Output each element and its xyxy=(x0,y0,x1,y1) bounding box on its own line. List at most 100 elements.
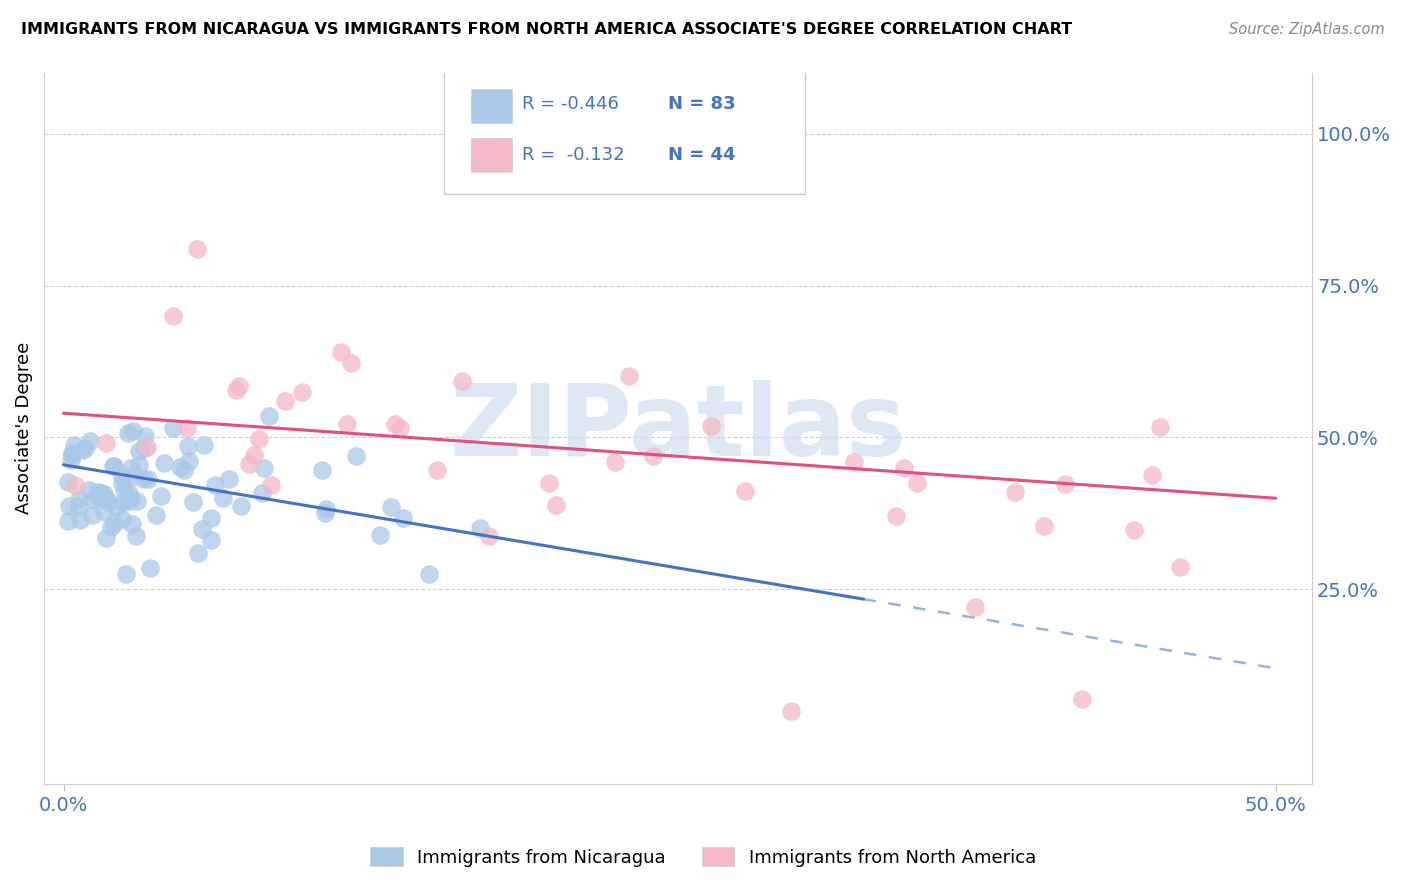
Point xyxy=(75,442,97,456)
Point xyxy=(87,490,110,504)
Point xyxy=(212,491,235,505)
Point xyxy=(779,704,801,718)
Point xyxy=(1168,560,1191,574)
Point xyxy=(231,499,253,513)
Point xyxy=(315,501,337,516)
Point xyxy=(1070,691,1092,706)
Point xyxy=(177,453,200,467)
Point xyxy=(893,460,915,475)
Point xyxy=(124,469,146,483)
FancyBboxPatch shape xyxy=(471,138,512,172)
Point xyxy=(619,369,641,384)
Point xyxy=(103,458,125,473)
Point xyxy=(384,417,406,431)
Point xyxy=(643,449,665,463)
Point xyxy=(389,421,412,435)
Point xyxy=(734,484,756,499)
Point xyxy=(200,510,222,524)
Point xyxy=(314,506,336,520)
Point xyxy=(111,468,134,483)
Point xyxy=(844,455,866,469)
Point xyxy=(238,457,260,471)
Point xyxy=(121,517,143,532)
Point xyxy=(100,520,122,534)
Point xyxy=(176,439,198,453)
Point xyxy=(63,438,86,452)
Point xyxy=(368,528,391,542)
Point xyxy=(731,129,754,144)
Point xyxy=(247,432,270,446)
Point xyxy=(193,438,215,452)
Point xyxy=(905,476,928,491)
Point xyxy=(104,500,127,514)
Point xyxy=(228,379,250,393)
Point xyxy=(243,448,266,462)
Point xyxy=(546,499,568,513)
Point xyxy=(103,516,125,530)
Point xyxy=(96,532,118,546)
Point xyxy=(118,486,141,500)
Point xyxy=(98,495,121,509)
Text: R = -0.446: R = -0.446 xyxy=(522,95,619,112)
Point xyxy=(79,434,101,448)
Point xyxy=(1149,420,1171,434)
Point xyxy=(1054,477,1077,491)
Point xyxy=(120,492,142,507)
Point xyxy=(103,458,125,473)
Point xyxy=(253,460,276,475)
Point xyxy=(162,420,184,434)
Text: N = 83: N = 83 xyxy=(668,95,735,112)
Point xyxy=(187,546,209,560)
Point xyxy=(139,560,162,574)
Point xyxy=(1140,467,1163,482)
Point xyxy=(60,448,83,462)
Y-axis label: Associate's Degree: Associate's Degree xyxy=(15,343,32,515)
Point xyxy=(112,483,135,497)
Point xyxy=(91,485,114,500)
Point xyxy=(311,462,333,476)
Point xyxy=(111,512,134,526)
Point xyxy=(93,505,115,519)
Point xyxy=(380,500,402,514)
FancyBboxPatch shape xyxy=(443,70,804,194)
Text: ZIPatlas: ZIPatlas xyxy=(450,380,907,477)
Point xyxy=(122,424,145,438)
Point xyxy=(191,522,214,536)
Point xyxy=(425,463,447,477)
Point xyxy=(134,472,156,486)
Point xyxy=(451,374,474,388)
Point xyxy=(93,491,115,505)
Point xyxy=(127,494,149,508)
Point xyxy=(200,533,222,547)
Point xyxy=(274,393,297,408)
Text: IMMIGRANTS FROM NICARAGUA VS IMMIGRANTS FROM NORTH AMERICA ASSOCIATE'S DEGREE CO: IMMIGRANTS FROM NICARAGUA VS IMMIGRANTS … xyxy=(21,22,1073,37)
Point xyxy=(117,425,139,440)
Point xyxy=(128,444,150,458)
Point xyxy=(134,441,156,455)
Point xyxy=(700,419,723,434)
Point xyxy=(176,421,198,435)
Point xyxy=(67,499,90,513)
Text: R =  -0.132: R = -0.132 xyxy=(522,145,624,164)
Point xyxy=(82,491,104,506)
Point xyxy=(886,509,908,524)
Point xyxy=(218,472,240,486)
Point xyxy=(72,442,94,457)
Point xyxy=(145,508,167,522)
Point xyxy=(115,566,138,581)
Point xyxy=(478,529,501,543)
Point xyxy=(136,440,159,454)
Point xyxy=(58,499,80,513)
Point xyxy=(90,491,112,505)
Point xyxy=(963,600,986,615)
Point xyxy=(60,446,83,460)
Point xyxy=(1004,485,1026,500)
Point xyxy=(125,529,148,543)
Point xyxy=(330,345,353,359)
Point xyxy=(250,485,273,500)
Point xyxy=(67,491,90,506)
Point xyxy=(1033,519,1056,533)
Point xyxy=(69,513,91,527)
FancyBboxPatch shape xyxy=(471,88,512,123)
Point xyxy=(150,489,173,503)
